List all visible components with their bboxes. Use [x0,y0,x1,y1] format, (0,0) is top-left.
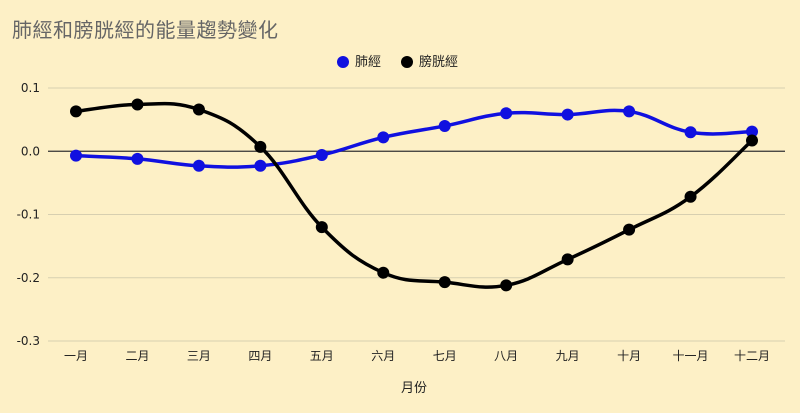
x-axis-title: 月份 [401,381,427,396]
x-tick-label: 十月 [617,349,641,363]
series-bladder-point [746,134,758,147]
y-tick-label: -0.2 [17,271,40,285]
series-bladder-point [315,221,328,234]
series-bladder-point [500,279,513,292]
x-axis-ticks: 一月 二月 三月 四月 五月 六月 七月 八月 九月 十月 十一月 十二月 [64,349,770,363]
series-lung-point [70,149,82,162]
series-lung-point [623,105,636,118]
x-tick-label: 一月 [64,349,88,363]
x-tick-label: 五月 [310,349,334,363]
series-lung-point [192,159,205,172]
series-lung-point [315,149,328,162]
series-lung-point [746,125,758,138]
series-bladder-point [192,103,205,116]
series-lung-point [684,126,697,139]
legend-label-lung: 肺經 [355,55,381,70]
series-bladder-point [561,253,574,266]
chart-title: 肺經和膀胱經的能量趨勢變化 [12,18,279,42]
series-lung-point [561,108,574,121]
series-lung-point [131,152,144,165]
series-lines [70,98,758,292]
x-tick-label: 十二月 [734,349,770,363]
series-lung-point [438,119,451,132]
series-bladder-point [254,140,267,153]
series-bladder-point [438,276,451,289]
y-tick-label: -0.1 [17,208,40,222]
legend-marker-lung [337,56,349,68]
series-lung [70,105,758,172]
series-lung-point [500,107,513,120]
series-lung-point [377,131,390,144]
legend: 肺經 膀胱經 [337,54,458,70]
x-tick-label: 七月 [433,349,457,363]
series-bladder [70,98,758,292]
series-bladder-point [377,266,390,279]
series-bladder-point [70,105,82,118]
x-tick-label: 二月 [125,349,149,363]
series-lung-point [254,159,267,172]
series-bladder-point [131,98,144,111]
y-axis-ticks: 0.1 0.0 -0.1 -0.2 -0.3 [17,81,40,348]
y-tick-label: 0.1 [21,81,40,95]
series-bladder-point [684,190,697,203]
series-bladder-point [623,223,636,236]
x-tick-label: 十一月 [673,349,709,363]
legend-label-bladder: 膀胱經 [419,54,458,70]
y-tick-label: -0.3 [17,334,40,348]
x-tick-label: 八月 [494,349,518,363]
legend-marker-bladder [401,56,413,68]
series-lung-line [75,108,753,169]
y-tick-label: 0.0 [21,144,40,158]
x-tick-label: 三月 [187,349,211,363]
x-tick-label: 九月 [556,349,580,363]
x-tick-label: 六月 [371,349,395,363]
x-tick-label: 四月 [248,349,272,363]
